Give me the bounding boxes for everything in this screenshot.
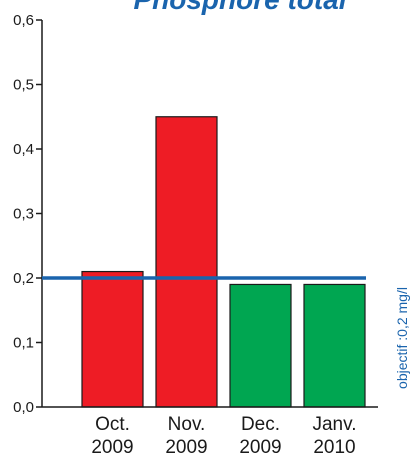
y-tick-label: 0,0	[13, 399, 34, 416]
x-tick-label-year: 2010	[313, 437, 355, 458]
bar	[81, 270, 144, 408]
x-tick-label-month: Nov.	[168, 414, 206, 435]
y-tick-label: 0,2	[13, 270, 34, 287]
x-tick-label-year: 2009	[91, 437, 133, 458]
x-tick-label-year: 2009	[239, 437, 281, 458]
y-tick-label: 0,5	[13, 77, 34, 94]
y-axis: 0,0 0,1 0,2 0,3 0,4 0,5 0,6	[13, 12, 43, 416]
target-line-group: objectif :0,2 mg/l	[42, 276, 410, 389]
x-tick-label-month: Oct.	[95, 414, 130, 435]
bar	[229, 283, 292, 408]
x-tick-label-month: Dec.	[241, 414, 280, 435]
y-tick-label: 0,1	[13, 335, 34, 352]
x-tick-label-month: Janv.	[312, 414, 356, 435]
x-tick-label-year: 2009	[165, 437, 207, 458]
bar	[155, 116, 218, 408]
chart-title: Phosphore total	[133, 0, 347, 15]
y-tick-label: 0,6	[13, 12, 34, 29]
bar	[303, 283, 366, 408]
y-tick-label: 0,3	[13, 206, 34, 223]
y-tick-label: 0,4	[13, 141, 34, 158]
bars	[81, 116, 366, 408]
target-label: objectif :0,2 mg/l	[394, 287, 410, 389]
